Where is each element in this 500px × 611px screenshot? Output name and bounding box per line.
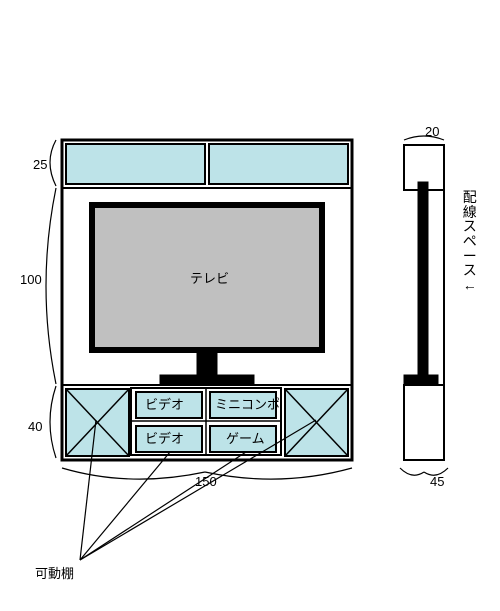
label-tv: テレビ xyxy=(190,272,229,287)
dim-20: 20 xyxy=(425,125,439,140)
diagram-svg xyxy=(0,0,500,611)
label-movable-shelves: 可動棚 xyxy=(35,567,74,582)
dim-40: 40 xyxy=(28,420,42,435)
label-wiring-space: 配線スペース← xyxy=(462,190,477,293)
label-video-bot: ビデオ xyxy=(145,432,184,447)
dim-45: 45 xyxy=(430,475,444,490)
label-game: ゲーム xyxy=(226,432,265,447)
label-minicompo: ミニコンポ xyxy=(215,398,280,413)
dim-100: 100 xyxy=(20,273,42,288)
label-video-top: ビデオ xyxy=(145,398,184,413)
dim-150: 150 xyxy=(195,475,217,490)
dim-25: 25 xyxy=(33,158,47,173)
diagram-canvas: テレビ ビデオ ミニコンポ ビデオ ゲーム 25 100 40 150 可動棚 … xyxy=(0,0,500,611)
